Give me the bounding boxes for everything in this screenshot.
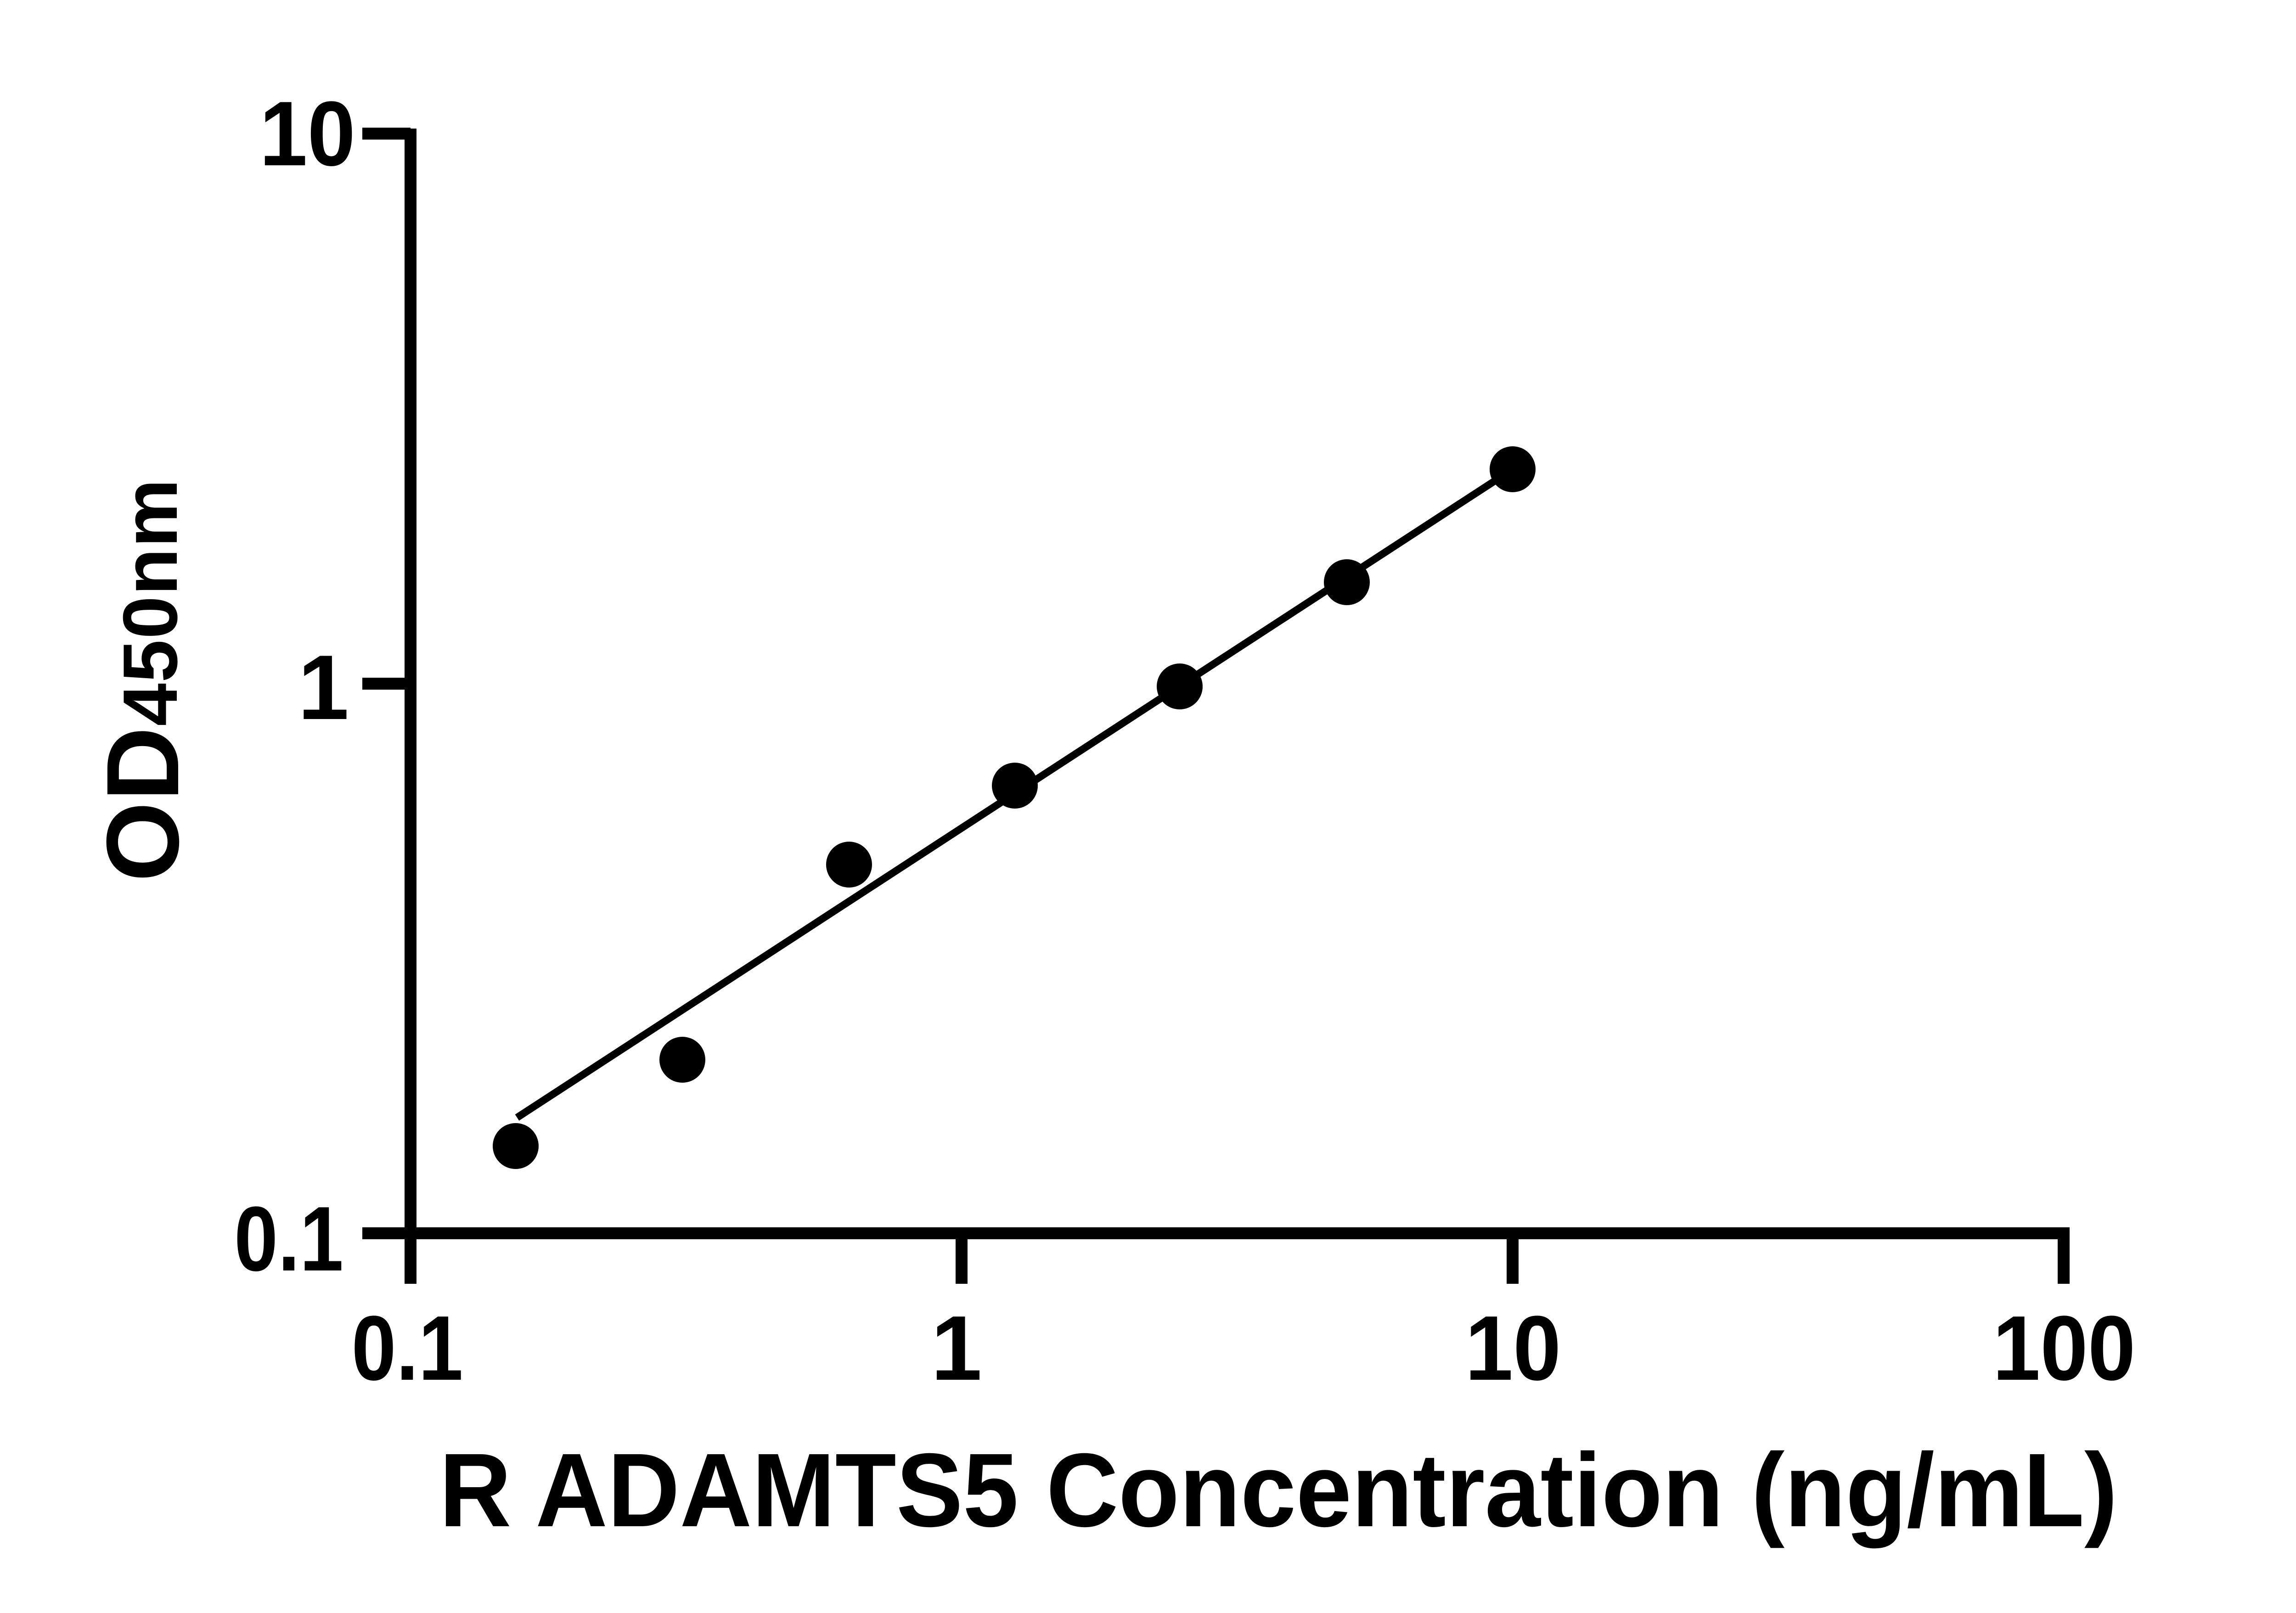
svg-text:R ADAMTS5 Concentration (ng/mL: R ADAMTS5 Concentration (ng/mL) (439, 1432, 2118, 1549)
svg-text:0.1: 0.1 (234, 1188, 343, 1290)
svg-text:10: 10 (1465, 1297, 1561, 1399)
svg-text:100: 100 (1993, 1297, 2136, 1399)
svg-text:0.1: 0.1 (352, 1297, 463, 1399)
svg-text:10: 10 (259, 83, 355, 185)
svg-text:1: 1 (931, 1297, 982, 1399)
svg-text:1: 1 (298, 636, 349, 739)
